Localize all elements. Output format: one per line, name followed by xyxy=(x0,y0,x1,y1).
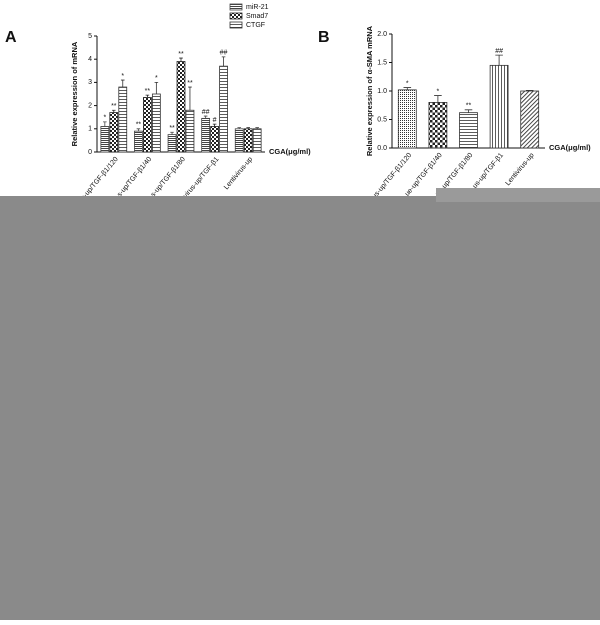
y-tick-label: 1.5 xyxy=(377,59,387,66)
significance-label: ** xyxy=(111,103,117,110)
significance-label: ** xyxy=(466,103,472,110)
bar xyxy=(134,130,143,153)
x-tick-label: Lentivirus-up xyxy=(505,152,536,187)
error-bar xyxy=(170,131,174,135)
significance-label: ** xyxy=(187,80,193,87)
legend-swatch xyxy=(229,21,243,29)
bar xyxy=(210,126,219,153)
panel-label: A xyxy=(5,29,17,46)
legend-swatch xyxy=(229,12,243,20)
significance-label: ## xyxy=(202,109,210,116)
significance-label: ## xyxy=(220,50,228,57)
x-tick-label: s-up/TGF-β1/80 xyxy=(150,156,187,199)
significance-label: ** xyxy=(178,51,184,58)
y-tick-label: 5 xyxy=(88,33,92,40)
legend-label: Smad7 xyxy=(246,13,268,20)
significance-label: # xyxy=(213,117,217,124)
y-tick-label: 0.5 xyxy=(377,116,387,123)
gray-overlay xyxy=(0,196,600,620)
significance-label: * xyxy=(155,75,158,82)
x-tick-label: us-up/TGF-β1 xyxy=(472,152,506,190)
error-bar xyxy=(103,121,107,127)
error-bar xyxy=(495,54,503,66)
error-bar xyxy=(145,94,150,98)
bar xyxy=(167,134,177,153)
error-bar xyxy=(525,90,534,91)
x-axis-label: CGA(μg/ml) xyxy=(269,147,311,156)
error-bar xyxy=(154,82,159,94)
bar xyxy=(397,89,417,149)
bar xyxy=(520,90,540,149)
y-axis-label: Relative expression of α-SMA mRNA xyxy=(365,25,374,156)
y-tick-label: 3 xyxy=(88,79,92,86)
y-tick-label: 4 xyxy=(88,56,92,63)
error-bar xyxy=(212,123,217,127)
bar xyxy=(151,93,161,153)
bar xyxy=(489,64,509,149)
bar xyxy=(143,97,152,153)
y-tick-label: 1.0 xyxy=(377,88,387,95)
error-bar xyxy=(237,127,242,129)
y-tick-label: 0 xyxy=(88,149,92,156)
x-axis-label: CGA(μg/ml) xyxy=(549,143,591,152)
significance-label: ## xyxy=(495,48,503,55)
bar xyxy=(185,109,195,153)
bar xyxy=(219,65,228,153)
error-bar xyxy=(188,86,192,111)
error-bar xyxy=(136,128,141,132)
gray-overlay-tab xyxy=(436,188,600,202)
significance-label: * xyxy=(103,115,106,122)
significance-label: * xyxy=(437,88,440,95)
legend-swatch xyxy=(229,3,243,11)
significance-label: ** xyxy=(145,88,151,95)
significance-label: * xyxy=(121,73,124,80)
y-tick-label: 0.0 xyxy=(377,145,387,152)
significance-label: * xyxy=(406,80,409,87)
error-bar xyxy=(434,95,442,103)
legend-label: CTGF xyxy=(246,22,265,29)
bar xyxy=(252,128,262,153)
error-bar xyxy=(203,115,208,119)
x-tick-label: virus-up/TGF-β1 xyxy=(182,156,220,200)
error-bar xyxy=(403,87,412,90)
panel-label: B xyxy=(318,29,330,46)
bar xyxy=(459,112,478,149)
significance-label: ** xyxy=(136,122,142,129)
x-tick-label: Lentivirus-up xyxy=(223,156,254,191)
y-tick-label: 2.0 xyxy=(377,31,387,38)
error-bar xyxy=(179,57,183,62)
bar xyxy=(109,112,119,153)
error-bar xyxy=(255,127,259,129)
error-bar xyxy=(464,109,473,113)
error-bar xyxy=(221,56,226,67)
bar xyxy=(176,61,186,153)
bar xyxy=(118,86,128,153)
y-tick-label: 2 xyxy=(88,102,92,109)
bar xyxy=(100,126,110,153)
error-bar xyxy=(112,109,116,113)
error-bar xyxy=(120,79,125,88)
bar xyxy=(243,128,253,153)
y-tick-label: 1 xyxy=(88,126,92,133)
significance-label: ** xyxy=(169,125,175,132)
legend-label: miR-21 xyxy=(246,4,269,11)
bar xyxy=(428,102,448,149)
y-axis-label: Relative expression of mRNA xyxy=(70,41,79,146)
x-tick-label: s-up/TGF-β1/40 xyxy=(116,156,153,199)
error-bar xyxy=(246,127,250,129)
bar xyxy=(234,128,244,153)
bar xyxy=(201,117,211,153)
